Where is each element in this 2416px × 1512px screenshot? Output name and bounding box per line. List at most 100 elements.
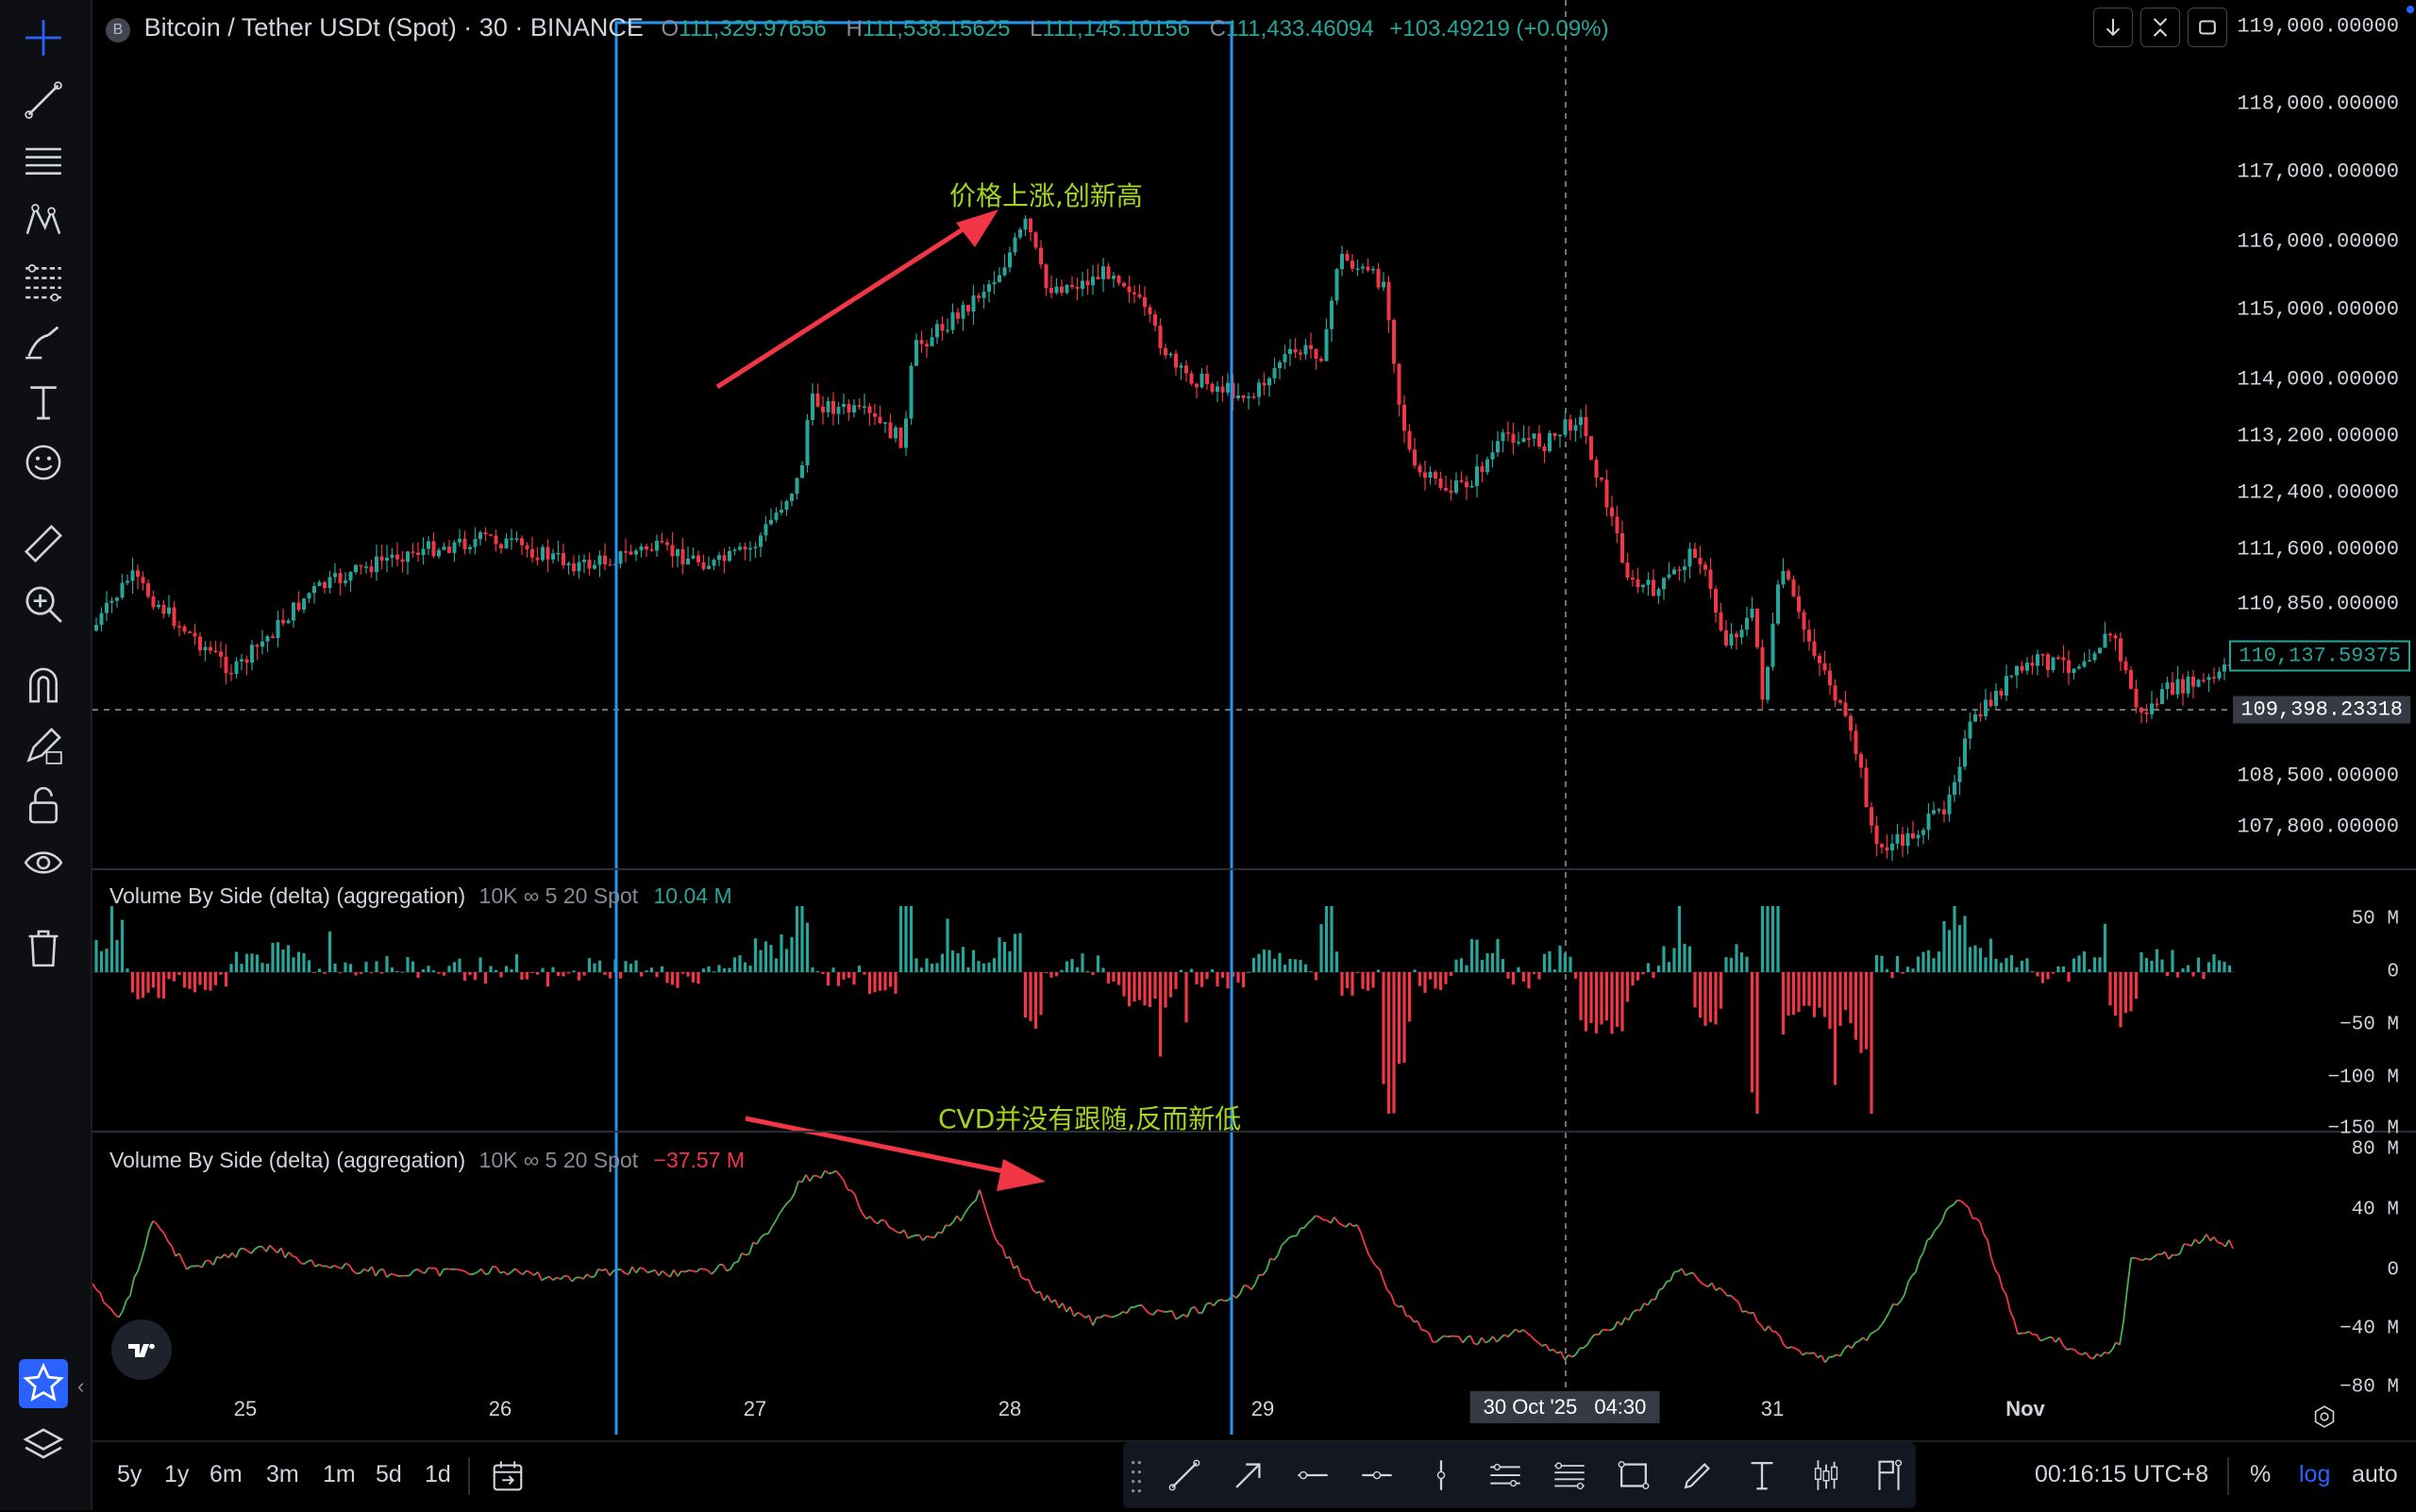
volume-delta-bar [2010, 955, 2013, 972]
cvd-segment [957, 1216, 961, 1220]
trend-line-icon[interactable] [1161, 1452, 1208, 1499]
cvd-segment [1372, 1261, 1376, 1267]
star-icon[interactable] [19, 1359, 68, 1408]
ruler-icon[interactable] [13, 517, 74, 570]
parallel-channel-icon[interactable] [1482, 1452, 1529, 1499]
volume-delta-bar [312, 972, 315, 973]
lock-drawing-icon[interactable] [13, 719, 74, 772]
range-5d-button[interactable]: 5d [376, 1461, 402, 1488]
crosshair-icon[interactable] [13, 11, 74, 64]
volume-delta-bar [640, 972, 643, 977]
zoom-in-icon[interactable] [13, 578, 74, 630]
magnet-icon[interactable] [13, 659, 74, 712]
vertical-line-icon[interactable] [1418, 1452, 1465, 1499]
volume-delta-bar [364, 962, 367, 972]
cvd-segment [1686, 1273, 1689, 1275]
chart-canvas[interactable] [92, 0, 2235, 1435]
cvd-pane-legend[interactable]: Volume By Side (delta) (aggregation) 10K… [109, 1148, 745, 1173]
candle-body [998, 276, 1001, 282]
cvd-segment [1436, 1338, 1440, 1342]
lock-icon[interactable] [13, 780, 74, 832]
volume-delta-bar [1994, 959, 1997, 972]
long-position-icon[interactable] [1803, 1452, 1850, 1499]
range-1y-button[interactable]: 1y [164, 1461, 189, 1488]
horizontal-ray-icon[interactable] [1289, 1452, 1336, 1499]
go-to-date-icon[interactable] [489, 1457, 527, 1495]
volume-delta-bar [1418, 972, 1421, 986]
cvd-segment [1512, 1329, 1516, 1333]
range-5y-button[interactable]: 5y [117, 1461, 142, 1488]
time-label: 27 [744, 1397, 766, 1421]
candle-body [1481, 466, 1485, 472]
fib-icon[interactable] [13, 255, 74, 308]
cvd-segment [2188, 1245, 2191, 1247]
volume-delta-bar [1636, 972, 1639, 981]
collapse-toolbar-icon[interactable]: ‹ [77, 1374, 91, 1403]
brush-icon[interactable] [13, 315, 74, 368]
volume-delta-bar [152, 972, 155, 988]
range-1m-button[interactable]: 1m [323, 1461, 356, 1488]
range-6m-button[interactable]: 6m [210, 1461, 243, 1488]
text-icon[interactable] [13, 376, 74, 428]
candle-body [1527, 438, 1531, 440]
trash-icon[interactable] [13, 921, 74, 974]
candle-body [966, 305, 970, 311]
candle-body [972, 295, 976, 311]
cvd-annotation[interactable]: CVD并没有跟随,反而新低 [938, 1099, 1241, 1136]
symbol-legend[interactable]: B Bitcoin / Tether USDt (Spot) · 30 · BI… [106, 13, 1609, 42]
settings-icon[interactable] [2312, 1404, 2337, 1429]
tradingview-logo[interactable] [111, 1319, 172, 1380]
cvd-segment [1912, 1272, 1916, 1276]
eye-icon[interactable] [13, 836, 74, 889]
fib-retracement-icon[interactable] [1546, 1452, 1593, 1499]
horizontal-line-icon[interactable] [1353, 1452, 1401, 1499]
horizontal-lines-icon[interactable] [13, 134, 74, 187]
cvd-segment [1418, 1321, 1421, 1330]
volume-delta-bar [676, 972, 679, 988]
clock[interactable]: 00:16:15 UTC+8 [2035, 1461, 2208, 1488]
cvd-segment [825, 1170, 829, 1173]
volume-delta-bar [609, 972, 612, 979]
volume-delta-bar [1610, 972, 1613, 1033]
volume-delta-bar [1678, 906, 1681, 972]
pattern-icon[interactable] [13, 194, 74, 247]
volume-delta-bar [1672, 949, 1675, 972]
maximize-pane-button[interactable] [2188, 8, 2227, 47]
volume-delta-bar [1818, 972, 1820, 1008]
time-axis[interactable]: 25 26 27 28 29 31 Nov 30 Oct '25 04:30 [92, 1397, 2235, 1435]
pane-separator[interactable] [92, 1131, 2416, 1133]
cvd-segment [198, 1266, 202, 1268]
trend-line-icon[interactable] [13, 74, 74, 126]
move-pane-down-button[interactable] [2093, 8, 2133, 47]
cvd-segment [327, 1266, 330, 1268]
arrow-icon[interactable] [1225, 1452, 1272, 1499]
emoji-icon[interactable] [13, 436, 74, 489]
brush-icon[interactable] [1674, 1452, 1721, 1499]
cvd-segment [2108, 1350, 2112, 1353]
change-value: +103.49219 (+0.09%) [1389, 16, 1608, 42]
volume-pane-legend[interactable]: Volume By Side (delta) (aggregation) 10K… [109, 883, 732, 909]
volume-delta-bar [1984, 957, 1987, 972]
cvd-segment [904, 1230, 908, 1238]
rectangle-icon[interactable] [1610, 1452, 1657, 1499]
range-3m-button[interactable]: 3m [266, 1461, 299, 1488]
percent-scale-toggle[interactable]: % [2250, 1461, 2271, 1488]
flag-icon[interactable] [1867, 1452, 1914, 1499]
volume-delta-bar [1465, 966, 1468, 972]
range-1d-button[interactable]: 1d [425, 1461, 451, 1488]
collapse-pane-button[interactable] [2140, 8, 2180, 47]
price-annotation[interactable]: 价格上涨,创新高 [949, 176, 1143, 213]
candle-body [333, 573, 337, 577]
drag-handle-icon[interactable] [1127, 1452, 1146, 1499]
layers-icon[interactable] [13, 1420, 74, 1472]
candle-body [764, 524, 768, 535]
volume-delta-bar [858, 966, 861, 972]
pane-separator[interactable] [92, 868, 2416, 870]
candle-body [811, 394, 814, 420]
text-icon[interactable] [1738, 1452, 1786, 1499]
log-scale-toggle[interactable]: log [2299, 1461, 2330, 1488]
auto-scale-toggle[interactable]: auto [2352, 1461, 2398, 1488]
